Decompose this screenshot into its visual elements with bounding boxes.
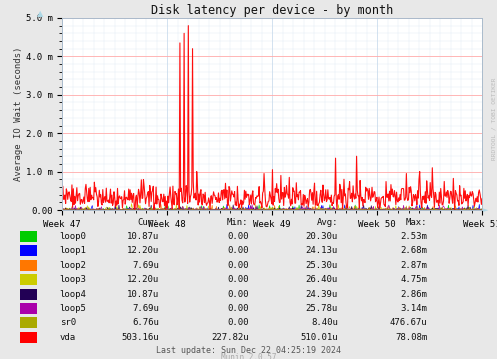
Text: 0.00: 0.00 (227, 290, 248, 299)
Text: 2.68m: 2.68m (401, 246, 427, 255)
Text: Max:: Max: (406, 218, 427, 227)
Text: vda: vda (60, 333, 76, 342)
Text: 0.00: 0.00 (227, 232, 248, 241)
FancyBboxPatch shape (20, 246, 37, 256)
Text: 2.86m: 2.86m (401, 290, 427, 299)
Text: 0.00: 0.00 (227, 318, 248, 327)
Text: ►: ► (484, 207, 489, 213)
Text: 7.69u: 7.69u (132, 304, 159, 313)
Text: 12.20u: 12.20u (127, 275, 159, 284)
Text: 0.00: 0.00 (227, 304, 248, 313)
Text: 25.30u: 25.30u (306, 261, 338, 270)
FancyBboxPatch shape (20, 260, 37, 271)
Text: 4.75m: 4.75m (401, 275, 427, 284)
Text: 26.40u: 26.40u (306, 275, 338, 284)
FancyBboxPatch shape (20, 231, 37, 242)
Text: Cur:: Cur: (138, 218, 159, 227)
Text: 24.39u: 24.39u (306, 290, 338, 299)
Text: loop0: loop0 (60, 232, 86, 241)
Text: 3.14m: 3.14m (401, 304, 427, 313)
Text: Munin 2.0.57: Munin 2.0.57 (221, 353, 276, 359)
Text: 7.69u: 7.69u (132, 261, 159, 270)
Text: 476.67u: 476.67u (390, 318, 427, 327)
Text: 0.00: 0.00 (227, 261, 248, 270)
Text: 10.87u: 10.87u (127, 290, 159, 299)
Text: 2.53m: 2.53m (401, 232, 427, 241)
Text: loop4: loop4 (60, 290, 86, 299)
Title: Disk latency per device - by month: Disk latency per device - by month (151, 4, 393, 17)
Text: 12.20u: 12.20u (127, 246, 159, 255)
Text: ▲: ▲ (37, 9, 44, 18)
Text: 227.82u: 227.82u (211, 333, 248, 342)
Text: 2.87m: 2.87m (401, 261, 427, 270)
Text: loop1: loop1 (60, 246, 86, 255)
FancyBboxPatch shape (20, 274, 37, 285)
Text: 78.08m: 78.08m (395, 333, 427, 342)
Text: RRDTOOL / TOBI OETIKER: RRDTOOL / TOBI OETIKER (491, 77, 496, 160)
FancyBboxPatch shape (20, 317, 37, 328)
Text: 24.13u: 24.13u (306, 246, 338, 255)
Text: loop5: loop5 (60, 304, 86, 313)
Text: 0.00: 0.00 (227, 275, 248, 284)
Text: 0.00: 0.00 (227, 246, 248, 255)
Text: 10.87u: 10.87u (127, 232, 159, 241)
FancyBboxPatch shape (20, 303, 37, 314)
Text: Last update: Sun Dec 22 04:25:19 2024: Last update: Sun Dec 22 04:25:19 2024 (156, 346, 341, 355)
Text: sr0: sr0 (60, 318, 76, 327)
Text: 20.30u: 20.30u (306, 232, 338, 241)
Text: Avg:: Avg: (317, 218, 338, 227)
Text: Min:: Min: (227, 218, 248, 227)
FancyBboxPatch shape (20, 332, 37, 343)
Text: loop3: loop3 (60, 275, 86, 284)
Text: 503.16u: 503.16u (121, 333, 159, 342)
Text: 6.76u: 6.76u (132, 318, 159, 327)
Text: 8.40u: 8.40u (311, 318, 338, 327)
Text: 510.01u: 510.01u (300, 333, 338, 342)
Text: loop2: loop2 (60, 261, 86, 270)
FancyBboxPatch shape (20, 289, 37, 300)
Text: 25.78u: 25.78u (306, 304, 338, 313)
Y-axis label: Average IO Wait (seconds): Average IO Wait (seconds) (14, 47, 23, 181)
